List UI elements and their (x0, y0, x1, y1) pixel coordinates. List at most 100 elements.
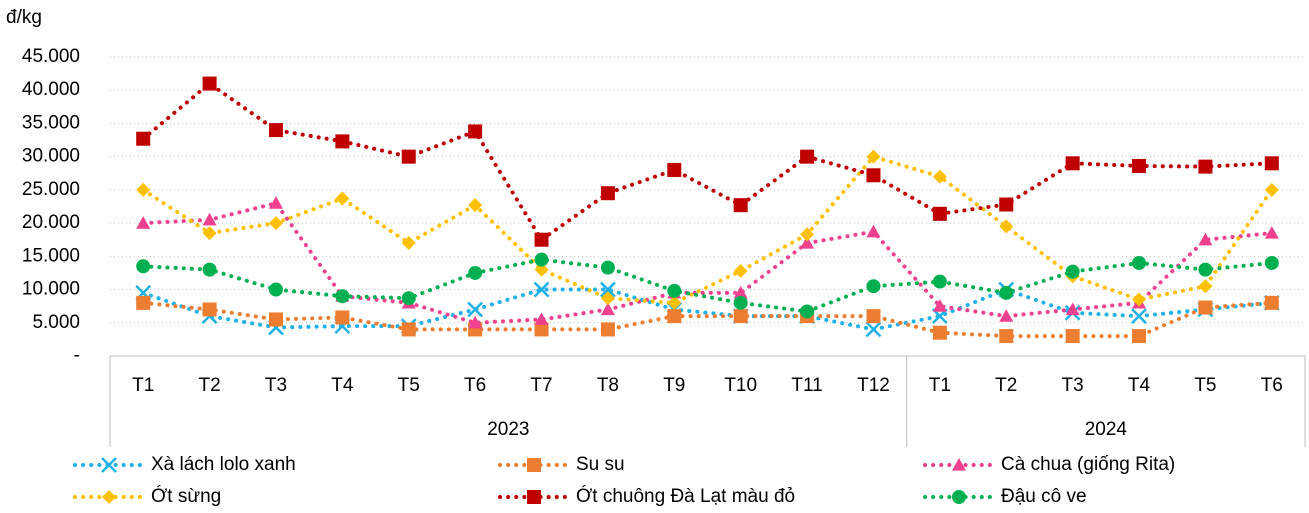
data-point (1198, 279, 1213, 294)
data-point (534, 232, 549, 247)
data-point (468, 315, 483, 329)
x-tick-label: T6 (464, 375, 486, 396)
data-point (1132, 255, 1147, 270)
legend-marker (527, 490, 541, 504)
data-point (667, 162, 682, 177)
data-point (202, 302, 217, 317)
data-point (932, 169, 947, 184)
y-tick-label: 20.000 (22, 212, 80, 233)
data-point (733, 309, 748, 324)
data-point (136, 295, 151, 310)
data-point (401, 149, 416, 164)
data-point (1264, 182, 1279, 197)
y-tick-label: 40.000 (22, 79, 80, 100)
x-group-label: 2024 (1085, 419, 1128, 440)
data-point (335, 310, 350, 325)
x-group-label: 2023 (487, 419, 529, 440)
y-tick-label: 15.000 (22, 245, 80, 266)
data-point (1198, 232, 1213, 246)
data-point (667, 283, 682, 298)
data-point (1132, 329, 1147, 344)
data-point (866, 279, 881, 294)
series-line (141, 300, 1274, 339)
series-line (141, 81, 1274, 243)
data-point (932, 299, 947, 312)
data-point (534, 252, 549, 267)
data-point (136, 216, 151, 229)
data-point (1198, 300, 1213, 315)
data-point (335, 134, 350, 149)
data-point (866, 168, 881, 183)
data-point (800, 304, 815, 319)
data-point (534, 262, 549, 277)
data-point (268, 196, 283, 209)
y-tick-label: 25.000 (22, 179, 80, 200)
legend-marker (952, 490, 966, 504)
x-tick-label: T8 (597, 375, 619, 396)
legend-label: Ớt sừng (151, 485, 221, 507)
x-tick-label: T9 (663, 375, 685, 396)
x-tick-label: T7 (530, 375, 552, 396)
x-tick-label: T12 (857, 375, 890, 396)
x-tick-label: T3 (265, 375, 287, 396)
y-tick-label: 45.000 (22, 46, 80, 67)
data-point (202, 262, 217, 277)
y-axis-label: đ/kg (6, 7, 42, 28)
data-point (1065, 264, 1080, 279)
data-point (1264, 226, 1279, 239)
data-point (999, 197, 1014, 212)
x-tick-label: T1 (929, 375, 951, 396)
data-point (136, 131, 151, 146)
data-point (800, 236, 815, 249)
data-point (733, 198, 748, 213)
data-point (999, 285, 1014, 300)
data-point (667, 309, 682, 324)
data-point (733, 263, 748, 278)
data-point (733, 295, 748, 310)
data-point (468, 124, 483, 139)
legend-label: Su su (576, 454, 625, 475)
x-tick-label: T1 (132, 375, 154, 396)
data-point (932, 325, 947, 340)
data-point (202, 226, 217, 241)
data-point (1264, 255, 1279, 270)
x-tick-label: T5 (398, 375, 420, 396)
data-point (600, 281, 616, 298)
data-point (1198, 262, 1213, 277)
data-point (468, 265, 483, 280)
data-point (800, 227, 815, 242)
x-tick-label: T4 (331, 375, 354, 396)
legend-label: Đậu cô ve (1001, 486, 1087, 507)
legend-label: Ớt chuông Đà Lạt màu đỏ (576, 485, 795, 507)
data-point (136, 182, 151, 197)
x-tick-label: T6 (1261, 375, 1283, 396)
data-point (335, 191, 350, 206)
data-point (1065, 302, 1080, 316)
data-point (202, 212, 217, 226)
x-tick-label: T4 (1128, 375, 1151, 396)
series-line (141, 154, 1274, 305)
data-point (600, 291, 615, 306)
data-point (866, 309, 881, 324)
data-point (1264, 295, 1279, 310)
data-point (667, 295, 682, 310)
x-tick-label: T3 (1062, 375, 1084, 396)
data-point (600, 186, 615, 201)
data-point (600, 322, 615, 337)
data-point (866, 149, 881, 164)
data-point (1065, 156, 1080, 171)
data-point (932, 206, 947, 221)
y-tick-label: 30.000 (22, 146, 80, 167)
x-tick-label: T11 (791, 375, 822, 396)
data-point (401, 236, 416, 251)
data-point (401, 291, 416, 306)
legend-marker (102, 490, 116, 504)
x-tick-label: T10 (724, 375, 757, 396)
data-point (401, 322, 416, 337)
x-tick-label: T2 (198, 375, 220, 396)
series-line (141, 287, 1274, 332)
data-point (136, 259, 151, 274)
legend-label: Cà chua (giống Rita) (1001, 454, 1175, 475)
y-tick-label: - (74, 345, 80, 366)
